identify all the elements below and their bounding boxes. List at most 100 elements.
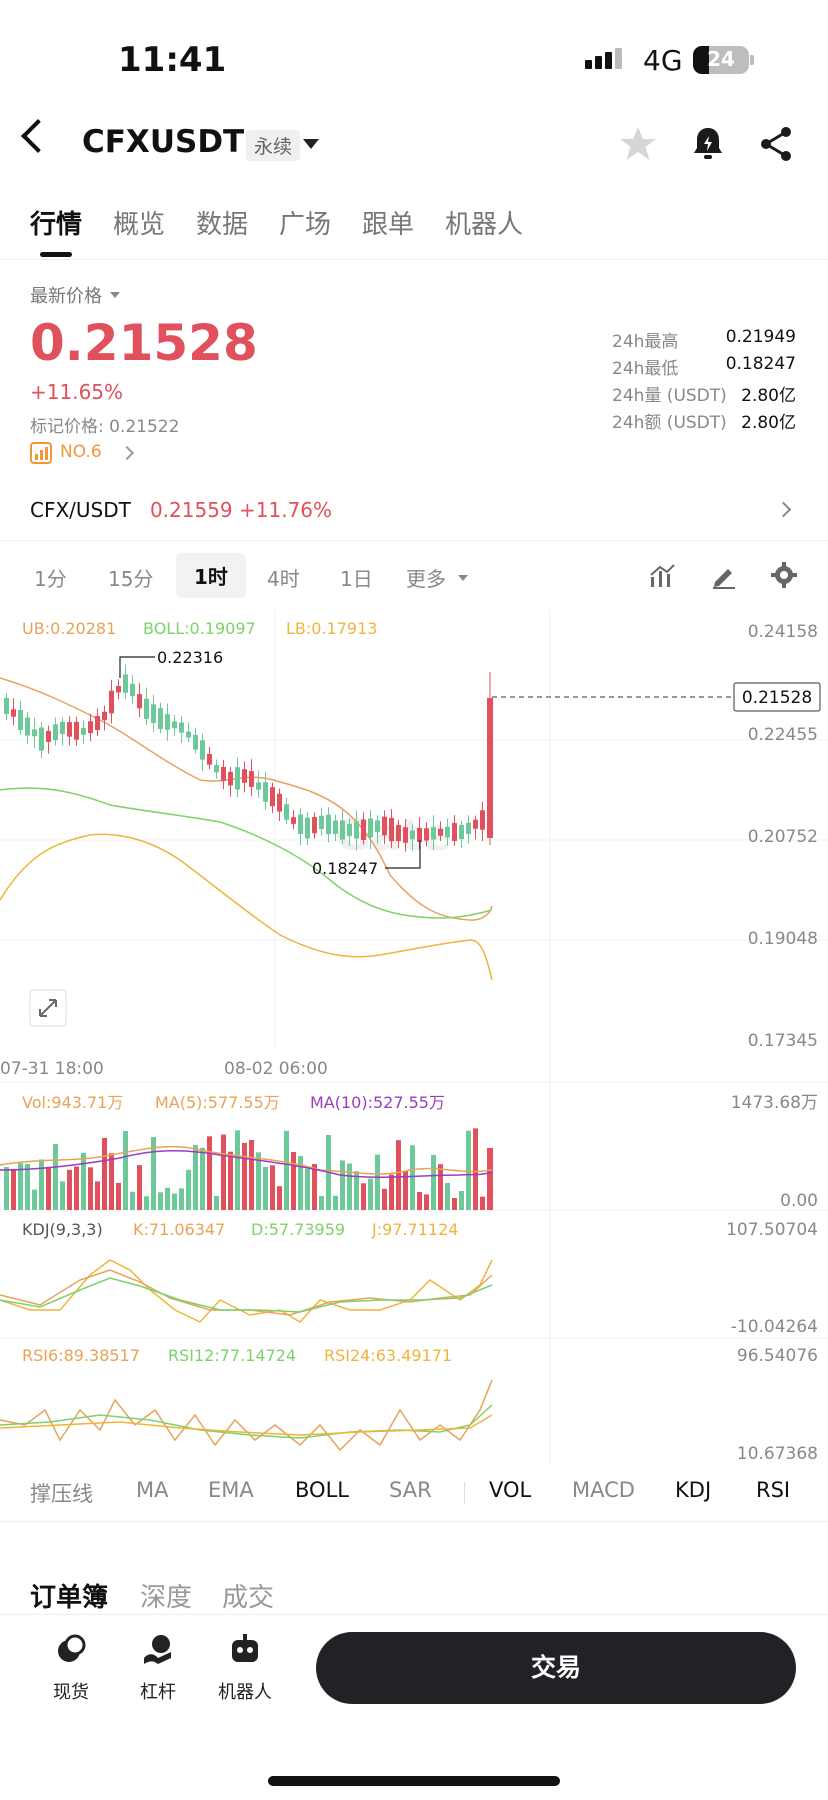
candle-body bbox=[158, 708, 163, 730]
volume-bar bbox=[18, 1163, 23, 1210]
candle-body bbox=[88, 721, 93, 734]
spot-price: 0.21559 bbox=[149, 498, 233, 522]
volume-bar bbox=[403, 1171, 408, 1210]
bell-icon[interactable] bbox=[688, 124, 728, 164]
ind-rsi[interactable]: RSI bbox=[756, 1478, 791, 1502]
candle-body bbox=[480, 810, 485, 830]
fullscreen-icon[interactable] bbox=[29, 989, 67, 1027]
more-caret-icon[interactable] bbox=[458, 575, 468, 581]
tab-market[interactable]: 行情 bbox=[30, 210, 83, 240]
latest-price-label[interactable]: 最新价格 bbox=[30, 286, 102, 307]
star-icon[interactable] bbox=[618, 124, 658, 164]
volume-bar bbox=[396, 1140, 401, 1210]
candle-body bbox=[375, 820, 380, 833]
rsi12-line bbox=[0, 1404, 493, 1439]
candle-body bbox=[438, 828, 443, 836]
candle-body bbox=[32, 729, 37, 737]
rank-label[interactable]: NO.6 bbox=[60, 442, 102, 462]
candle-body bbox=[389, 817, 394, 842]
volume-bar bbox=[193, 1145, 198, 1210]
volume-bar bbox=[109, 1153, 114, 1210]
settings-gear-icon[interactable] bbox=[770, 561, 798, 589]
tab-trades[interactable]: 成交 bbox=[222, 1583, 275, 1613]
ind-ma[interactable]: MA bbox=[136, 1478, 169, 1502]
tf-1m[interactable]: 1分 bbox=[34, 567, 67, 591]
candle-body bbox=[179, 722, 184, 733]
chevron-right-icon[interactable] bbox=[775, 501, 792, 518]
price-axis-label: 0.19048 bbox=[748, 929, 818, 949]
tab-square[interactable]: 广场 bbox=[279, 210, 332, 240]
main-tabs: 行情 概览 数据 广场 跟单 机器人 bbox=[0, 202, 828, 260]
candle-body bbox=[347, 823, 352, 837]
rsi-max-label: 96.54076 bbox=[737, 1346, 818, 1366]
volume-bar bbox=[445, 1182, 450, 1210]
tab-overview[interactable]: 概览 bbox=[113, 210, 166, 240]
stat-label: 24h最高 bbox=[612, 332, 679, 352]
nav-spot[interactable]: 现货 bbox=[31, 1632, 111, 1704]
volume-bar bbox=[144, 1196, 149, 1210]
candle-body bbox=[242, 769, 247, 783]
volume-bar bbox=[333, 1195, 338, 1210]
volume-bar bbox=[116, 1182, 121, 1210]
tf-4h[interactable]: 4时 bbox=[267, 567, 300, 591]
nav-bot[interactable]: 机器人 bbox=[205, 1632, 285, 1704]
volume-bar bbox=[4, 1166, 9, 1210]
nav-label: 现货 bbox=[53, 1682, 89, 1703]
candle-body bbox=[298, 814, 303, 834]
tf-1h[interactable]: 1时 bbox=[176, 553, 246, 598]
kline-chart[interactable]: Gate UB:0.20281 BOLL:0.19097 LB:0.17913 … bbox=[0, 610, 828, 1466]
volume-bar bbox=[158, 1192, 163, 1210]
tab-orderbook[interactable]: 订单簿 bbox=[30, 1583, 109, 1613]
ind-macd[interactable]: MACD bbox=[572, 1478, 635, 1502]
rsi6-line bbox=[0, 1379, 493, 1452]
trade-button[interactable]: 交易 bbox=[316, 1632, 796, 1704]
ind-sar[interactable]: SAR bbox=[389, 1478, 432, 1502]
spot-change: +11.76% bbox=[239, 498, 333, 522]
symbol-title[interactable]: CFXUSDT bbox=[82, 124, 245, 160]
volume-bar bbox=[123, 1131, 128, 1210]
rank-chart-icon bbox=[30, 442, 52, 464]
volume-bar bbox=[221, 1134, 226, 1210]
volume-bar bbox=[473, 1128, 478, 1210]
spot-pair: CFX/USDT bbox=[30, 498, 131, 522]
back-icon[interactable] bbox=[21, 119, 55, 153]
last-price: 0.21528 bbox=[30, 314, 258, 372]
spot-pair-row[interactable]: CFX/USDT 0.21559 +11.76% bbox=[30, 498, 332, 522]
nav-margin[interactable]: 杠杆 bbox=[118, 1632, 198, 1704]
tab-data[interactable]: 数据 bbox=[196, 210, 249, 240]
time-axis-label: 08-02 06:00 bbox=[224, 1059, 328, 1079]
tf-15m[interactable]: 15分 bbox=[108, 567, 154, 591]
volume-bar bbox=[39, 1159, 44, 1210]
indicator-icon[interactable] bbox=[648, 561, 676, 589]
vol-ma10-line bbox=[0, 1150, 493, 1178]
ind-kdj[interactable]: KDJ bbox=[675, 1478, 712, 1502]
tab-depth[interactable]: 深度 bbox=[140, 1583, 193, 1613]
chevron-right-icon[interactable] bbox=[119, 445, 135, 461]
volume-bar bbox=[207, 1136, 212, 1210]
price-change: +11.65% bbox=[30, 380, 124, 404]
current-price-label: 0.21528 bbox=[742, 688, 812, 708]
symbol-dropdown-icon[interactable] bbox=[303, 139, 319, 149]
ind-ema[interactable]: EMA bbox=[208, 1478, 254, 1502]
tf-1d[interactable]: 1日 bbox=[340, 567, 373, 591]
kdj-max-label: 107.50704 bbox=[726, 1220, 818, 1240]
share-icon[interactable] bbox=[756, 124, 796, 164]
candle-body bbox=[18, 709, 23, 731]
latest-price-caret-icon[interactable] bbox=[110, 292, 120, 298]
kdj-j-line bbox=[0, 1259, 493, 1323]
volume-bar bbox=[81, 1152, 86, 1210]
tf-more[interactable]: 更多 bbox=[406, 567, 446, 591]
volume-bar bbox=[214, 1195, 219, 1210]
volume-bar bbox=[480, 1196, 485, 1210]
volume-bar bbox=[410, 1145, 415, 1210]
volume-bar bbox=[361, 1183, 366, 1210]
ind-boll[interactable]: BOLL bbox=[295, 1478, 349, 1502]
ind-support-resistance[interactable]: 撑压线 bbox=[30, 1482, 93, 1506]
signal-icon bbox=[585, 48, 625, 69]
ind-vol[interactable]: VOL bbox=[489, 1478, 532, 1502]
tab-bot[interactable]: 机器人 bbox=[445, 210, 524, 240]
volume-bar bbox=[305, 1168, 310, 1210]
tab-copy-trade[interactable]: 跟单 bbox=[362, 210, 415, 240]
boll-mid-line bbox=[0, 787, 493, 919]
draw-pen-icon[interactable] bbox=[710, 561, 738, 589]
